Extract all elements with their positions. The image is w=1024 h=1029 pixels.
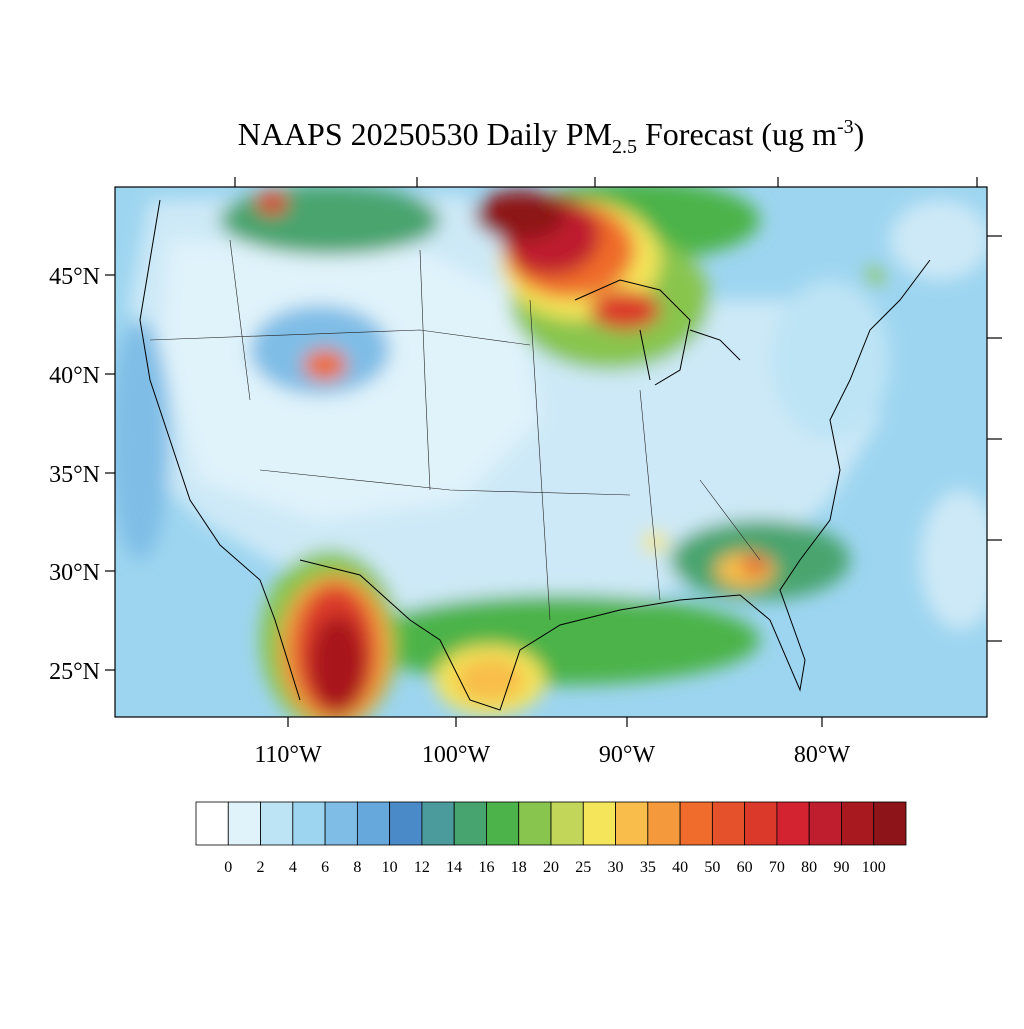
colorbar-box xyxy=(679,801,713,846)
lat-label: 35°N xyxy=(49,462,100,488)
colorbar-label: 20 xyxy=(543,859,559,876)
colorbar-box xyxy=(744,801,778,846)
colorbar-box xyxy=(615,801,649,846)
lat-label: 45°N xyxy=(49,264,100,290)
colorbar-box xyxy=(582,801,616,846)
colorbar-label: 12 xyxy=(414,859,430,876)
colorbar-box xyxy=(421,801,455,846)
colorbar-box xyxy=(486,801,520,846)
lon-label: 80°W xyxy=(794,742,851,768)
colorbar-box xyxy=(550,801,584,846)
lat-label: 30°N xyxy=(49,560,100,586)
colorbar-label: 80 xyxy=(801,859,817,876)
colorbar-box xyxy=(324,801,358,846)
colorbar-label: 14 xyxy=(446,859,462,876)
title: NAAPS 20250530 Daily PM2.5 Forecast (ug … xyxy=(238,116,865,158)
colorbar-label: 16 xyxy=(478,859,494,876)
colorbar-label: 25 xyxy=(575,859,591,876)
map-frame xyxy=(114,186,988,718)
colorbar-box xyxy=(873,801,907,846)
colorbar-label: 10 xyxy=(382,859,398,876)
colorbar-label: 4 xyxy=(289,859,297,876)
lon-label: 90°W xyxy=(599,742,656,768)
colorbar-label: 100 xyxy=(862,859,886,876)
lon-labels: 110°W 100°W 90°W 80°W xyxy=(254,742,850,768)
colorbar-label: 90 xyxy=(833,859,849,876)
lat-label: 25°N xyxy=(49,659,100,685)
title-main: NAAPS 20250530 Daily PM xyxy=(238,116,612,152)
concentration-blobs xyxy=(115,187,987,717)
colorbar-label: 50 xyxy=(704,859,720,876)
colorbar-box xyxy=(647,801,681,846)
colorbar-label: 30 xyxy=(608,859,624,876)
lon-label: 100°W xyxy=(422,742,491,768)
colorbar-box xyxy=(227,801,261,846)
colorbar-box xyxy=(389,801,423,846)
colorbar: 0 2 4 6 8 10 12 14 16 18 20 25 30 35 40 50 60 70 80 90 100 xyxy=(195,801,907,876)
map-field xyxy=(115,187,987,717)
colorbar-label: 40 xyxy=(672,859,688,876)
colorbar-label: 8 xyxy=(353,859,361,876)
colorbar-label: 0 xyxy=(224,859,232,876)
colorbar-box xyxy=(195,801,229,846)
state-borders xyxy=(149,239,761,621)
colorbar-label: 18 xyxy=(511,859,527,876)
title-end: ) xyxy=(854,116,865,152)
colorbar-box xyxy=(841,801,875,846)
colorbar-label: 2 xyxy=(257,859,265,876)
colorbar-box xyxy=(356,801,391,846)
colorbar-box xyxy=(711,801,746,846)
coastline xyxy=(139,199,931,711)
title-superscript: -3 xyxy=(837,116,854,138)
colorbar-label: 6 xyxy=(321,859,329,876)
frame-ticks xyxy=(105,177,1002,727)
colorbar-box xyxy=(453,801,487,846)
great-lakes xyxy=(574,279,741,386)
lon-label: 110°W xyxy=(254,742,322,768)
colorbar-box xyxy=(518,801,552,846)
colorbar-label: 60 xyxy=(737,859,753,876)
colorbar-box xyxy=(260,801,294,846)
colorbar-box xyxy=(292,801,326,846)
colorbar-box xyxy=(776,801,810,846)
lat-label: 40°N xyxy=(49,363,100,389)
title-middle: Forecast (ug m xyxy=(637,116,837,152)
lat-labels: 45°N 40°N 35°N 30°N 25°N xyxy=(49,264,100,685)
colorbar-box xyxy=(808,801,842,846)
title-subscript: 2.5 xyxy=(612,136,637,158)
colorbar-label: 35 xyxy=(640,859,656,876)
colorbar-label: 70 xyxy=(769,859,785,876)
